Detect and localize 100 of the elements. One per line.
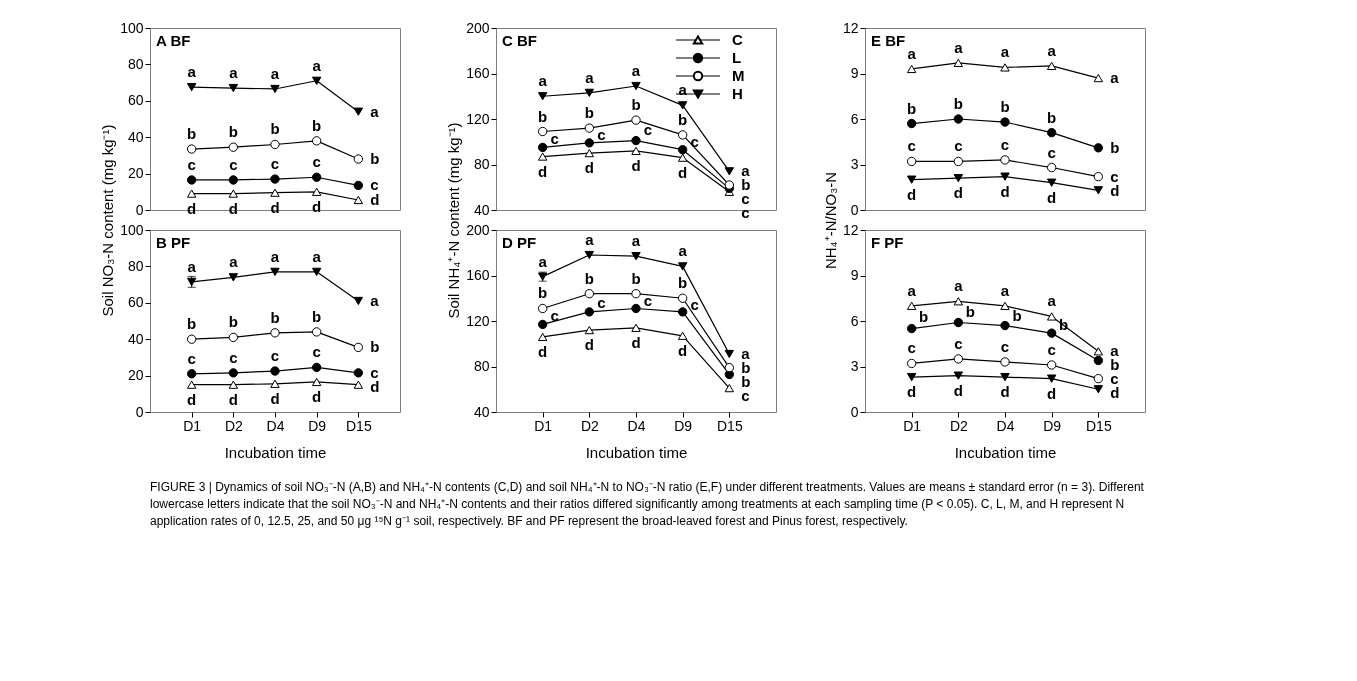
annotation: a <box>1000 281 1010 299</box>
x-tick-label: D15 <box>716 417 743 434</box>
annotation: d <box>631 333 641 351</box>
y-tick-label: 6 <box>850 110 859 127</box>
annotation: a <box>678 242 688 260</box>
annotation: b <box>919 308 929 326</box>
caption: FIGURE 3 | Dynamics of soil NO₃⁻-N (A,B) and NH₄⁺-N contents (C,D) and soil NH₄⁺-N to NO₃⁻-N ratio (E,F) under different treatments. Values are means ± standard error (n = 3). Different lowercase letters indicate that the soil NO₃⁻-N and NH₄⁺-N contents and their ratios differed significantly among treatments at each sampling time (P < 0.05). C, L, M, and H represent N application rates of 0, 12.5, 25, and 50 μg ¹⁵N g⁻¹ soil, respectively. BF and PF represent the broad-leaved forest and Pinus forest, respectively. <box>150 480 1145 528</box>
chart-title: A BF <box>156 32 191 49</box>
annotation: b <box>370 338 380 356</box>
y-tick-label: 100 <box>120 221 144 238</box>
y-tick-label: 80 <box>127 257 144 274</box>
y-tick-label: 80 <box>127 55 144 72</box>
y-tick-label: 0 <box>135 201 144 218</box>
annotation: c <box>312 153 321 171</box>
annotation: d <box>1047 384 1057 402</box>
annotation: a <box>1110 69 1120 87</box>
y-tick-label: 20 <box>127 165 144 182</box>
annotation: d <box>228 390 238 408</box>
annotation: b <box>1110 138 1120 156</box>
annotation: b <box>1047 108 1057 126</box>
y-tick-label: 6 <box>850 312 859 329</box>
annotation: d <box>312 197 322 215</box>
annotation: b <box>631 269 641 287</box>
annotation: b <box>270 120 280 138</box>
annotation: c <box>312 343 321 361</box>
annotation: a <box>187 63 197 81</box>
annotation: a <box>1047 41 1057 59</box>
annotation: c <box>229 155 238 173</box>
chart-title: D PF <box>502 234 537 251</box>
annotation: c <box>550 307 559 325</box>
annotation: d <box>187 199 197 217</box>
annotation: a <box>229 253 239 271</box>
annotation: d <box>584 159 594 177</box>
x-tick-label: D2 <box>580 417 599 434</box>
annotation: a <box>631 232 641 250</box>
annotation: b <box>907 99 917 117</box>
y-tick-label: 9 <box>850 267 859 283</box>
annotation: b <box>228 123 238 141</box>
annotation: c <box>270 155 280 173</box>
annotation: d <box>678 163 688 181</box>
annotation: c <box>907 339 916 357</box>
annotation: d <box>953 184 963 202</box>
x-tick-label: D9 <box>674 417 693 434</box>
annotation: a <box>678 81 688 99</box>
annotation: a <box>585 231 595 249</box>
annotation: b <box>953 95 963 112</box>
legend-label: L <box>732 49 742 66</box>
annotation: c <box>270 347 280 365</box>
y-tick-label: 160 <box>466 65 490 81</box>
annotation: a <box>907 281 917 299</box>
annotation: b <box>631 96 641 114</box>
annotation: c <box>1000 135 1010 153</box>
annotation: d <box>538 342 548 360</box>
annotation: c <box>1047 143 1056 161</box>
annotation: d <box>187 390 197 408</box>
y-tick-label: 12 <box>842 221 859 238</box>
x-tick-label: D15 <box>1085 417 1112 434</box>
y-tick-label: 0 <box>850 403 859 420</box>
annotation: d <box>312 387 322 405</box>
annotation: c <box>229 348 238 366</box>
annotation: d <box>538 162 548 180</box>
annotation: c <box>597 293 606 311</box>
y-tick-label: 40 <box>127 128 144 145</box>
annotation: a <box>954 38 964 56</box>
y-tick-label: 40 <box>127 330 144 347</box>
annotation: a <box>229 64 239 82</box>
annotation: a <box>312 247 322 265</box>
annotation: b <box>1000 98 1010 116</box>
annotation: d <box>907 383 917 401</box>
x-tick-label: D2 <box>949 417 968 434</box>
x-tick-label: D4 <box>996 417 1015 434</box>
annotation: a <box>538 72 548 90</box>
y-axis-title: Soil NH₄⁺-N content (mg kg⁻¹) <box>445 122 463 319</box>
x-tick-label: D1 <box>534 417 553 434</box>
annotation: a <box>907 44 917 62</box>
annotation: c <box>643 292 653 310</box>
annotation: a <box>1047 292 1057 310</box>
y-tick-label: 9 <box>850 65 859 81</box>
x-axis-title: Incubation time <box>954 443 1057 461</box>
annotation: d <box>678 341 688 359</box>
annotation: b <box>187 125 197 143</box>
y-tick-label: 160 <box>466 267 490 283</box>
y-axis-title: NH₄⁺-N/NO₃-N <box>821 171 839 270</box>
annotation: d <box>631 156 641 174</box>
annotation: b <box>678 110 688 128</box>
annotation: c <box>907 137 916 155</box>
y-tick-label: 12 <box>842 19 859 36</box>
y-tick-label: 60 <box>127 92 144 109</box>
annotation: d <box>1000 182 1010 200</box>
annotation: c <box>690 296 699 314</box>
annotation: c <box>1000 337 1010 355</box>
annotation: d <box>953 381 963 399</box>
annotation: a <box>370 291 380 309</box>
annotation: c <box>954 137 963 155</box>
annotation: d <box>584 336 594 354</box>
x-tick-label: D4 <box>627 417 646 434</box>
annotation: b <box>370 150 380 168</box>
chart-title: E BF <box>871 32 906 49</box>
annotation: c <box>550 130 559 148</box>
x-tick-label: D1 <box>903 417 922 434</box>
